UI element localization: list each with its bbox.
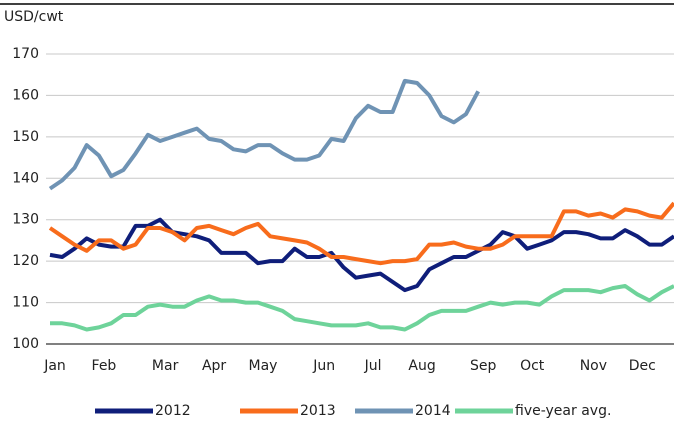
series-line [48, 78, 480, 191]
series-line [49, 217, 674, 293]
x-tick-label: Sep [470, 358, 497, 374]
y-tick-label: 140 [12, 170, 39, 186]
x-tick-label: Oct [520, 358, 545, 374]
y-tick-label: 100 [12, 336, 39, 352]
y-tick-label: 120 [12, 253, 39, 269]
y-axis-label: USD/cwt [4, 9, 64, 25]
x-tick-label: Apr [202, 358, 226, 374]
y-tick-label: 160 [12, 87, 39, 103]
x-tick-label: Nov [580, 358, 607, 374]
series-line [48, 201, 674, 266]
x-tick-label: Jun [312, 358, 335, 374]
legend-label: 2012 [155, 403, 191, 419]
y-tick-label: 110 [12, 295, 39, 311]
x-tick-label: Jul [364, 358, 382, 374]
legend-label: 2014 [415, 403, 451, 419]
y-tick-label: 150 [12, 129, 39, 145]
x-tick-label: Aug [408, 358, 435, 374]
x-tick-label: Mar [152, 358, 179, 374]
series-line [50, 284, 674, 332]
x-tick-label: May [249, 358, 278, 374]
y-tick-label: 130 [12, 212, 39, 228]
x-tick-label: Dec [629, 358, 656, 374]
legend-label: five-year avg. [515, 403, 611, 419]
legend-label: 2013 [300, 403, 336, 419]
x-tick-label: Jan [43, 358, 66, 374]
x-tick-label: Feb [92, 358, 117, 374]
y-tick-label: 170 [12, 46, 39, 62]
